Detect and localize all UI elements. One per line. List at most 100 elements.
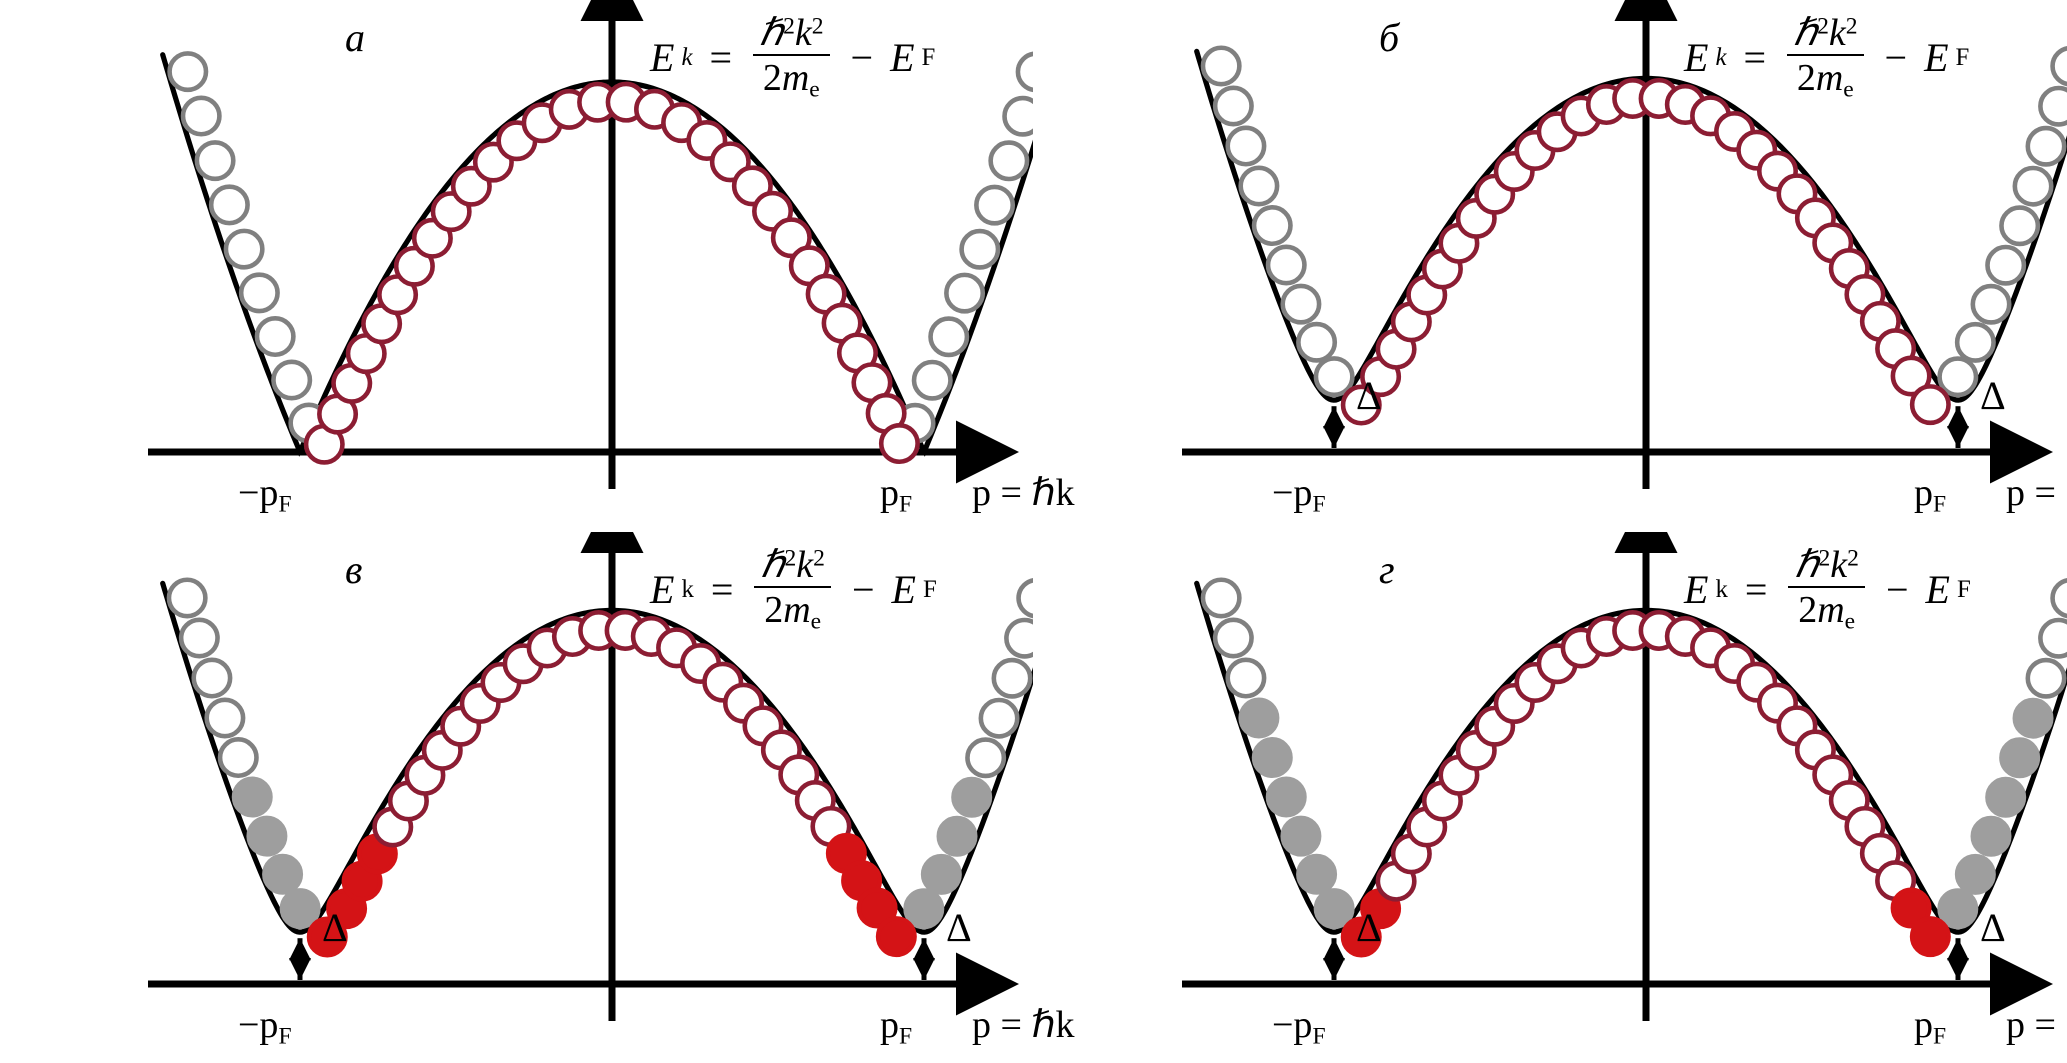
state-circle-open-grey: [194, 140, 236, 182]
gap-arrow-head-down: [1947, 426, 1969, 448]
state-circle-open-grey: [944, 272, 986, 314]
gap-label-left-v: Δ: [322, 905, 348, 950]
state-circle-open-grey: [965, 737, 1007, 779]
state-circle-open-grey: [271, 359, 313, 401]
gap-arrow-head-down: [289, 958, 311, 980]
state-circle-filled-grey: [231, 776, 273, 818]
state-circle-open-grey: [1225, 125, 1267, 167]
state-circle-open-grey: [1212, 85, 1254, 127]
gap-arrow-head-down: [1323, 958, 1345, 980]
state-circle-open-grey: [1985, 244, 2027, 286]
state-circle-open-grey: [1238, 165, 1280, 207]
gap-label-right-v: Δ: [946, 905, 972, 950]
tick-label-minus-pf-g: −pF: [1272, 1004, 1326, 1050]
state-circle-filled-red: [875, 916, 917, 958]
state-circle-filled-grey: [1313, 888, 1355, 930]
gap-label-left-b: Δ: [1356, 373, 1382, 418]
state-circle-open-grey: [1251, 205, 1293, 247]
state-circle-filled-grey: [1954, 853, 1996, 895]
state-circle-filled-grey: [1937, 888, 1979, 930]
state-circle-open-grey: [1015, 51, 1033, 93]
gap-arrows: [1323, 406, 1969, 448]
panel-plot-b: [1182, 0, 2067, 489]
state-circle-open-grey: [1200, 45, 1242, 87]
state-circle-filled-grey: [1280, 815, 1322, 857]
state-circle-filled-red: [1340, 916, 1382, 958]
state-circle-open-grey: [911, 359, 953, 401]
state-circle-open-grey: [1954, 321, 1996, 363]
state-circle-open-grey: [1265, 244, 1307, 286]
gap-arrow-head-down: [1323, 426, 1345, 448]
tick-label-pf-v: pF: [880, 1004, 913, 1050]
panel-letter-a: а: [345, 15, 365, 60]
gap-arrow-head-down: [913, 958, 935, 980]
state-circle-filled-grey: [279, 888, 321, 930]
panel-letter-g: г: [1379, 547, 1395, 592]
state-circle-open-grey: [1002, 95, 1033, 137]
tick-label-minus-pf-a: −pF: [238, 472, 292, 518]
gap-arrow-head-up: [913, 938, 935, 961]
state-circle-open-grey: [1313, 356, 1355, 398]
tick-label-minus-pf-v: −pF: [238, 1004, 292, 1050]
state-circle-open-grey: [1999, 205, 2041, 247]
gap-arrow-head-up: [1947, 406, 1969, 429]
state-circle-open-grey: [1016, 578, 1033, 619]
state-circle-filled-grey: [2012, 697, 2054, 739]
state-circle-open-grey: [1004, 617, 1033, 659]
tick-label-pf-a: pF: [880, 472, 913, 518]
state-circle-filled-grey: [1970, 815, 2012, 857]
gap-arrow-head-down: [1947, 958, 1969, 980]
gap-arrows: [1323, 938, 1969, 980]
gap-arrow-head-up: [1947, 938, 1969, 961]
state-circle-filled-red: [856, 887, 898, 929]
state-circle-open-grey: [1970, 283, 2012, 325]
state-circle-open-grey: [991, 657, 1033, 699]
state-circle-filled-grey: [1238, 697, 1280, 739]
gap-arrow-head-up: [1323, 938, 1345, 961]
state-circles: [167, 51, 1033, 465]
state-circle-open-grey: [167, 51, 209, 93]
panel-letter-v: в: [345, 547, 363, 592]
state-circle-open-grey: [1937, 356, 1979, 398]
state-circle-filled-grey: [920, 853, 962, 895]
x-axis-label-a: p = ℏk: [972, 472, 1075, 514]
state-circle-filled-grey: [1265, 776, 1307, 818]
gap-arrows: [289, 938, 935, 980]
state-circle-filled-red: [1909, 916, 1951, 958]
state-circle-open-grey: [1225, 657, 1267, 699]
state-circle-filled-red: [306, 916, 348, 958]
state-circle-open-grey: [254, 316, 296, 358]
state-circle-filled-grey: [1985, 776, 2027, 818]
panel-plot-g: [1182, 532, 2067, 1021]
state-circle-open-grey: [191, 657, 233, 699]
state-circle-open-grey: [2050, 46, 2067, 87]
gap-label-right-g: Δ: [1980, 905, 2006, 950]
state-circle-filled-grey: [936, 815, 978, 857]
state-circle-open-grey: [2050, 578, 2067, 619]
state-circle-open-grey: [223, 228, 265, 270]
state-circle-open-maroon: [878, 423, 920, 465]
state-circle-open-grey: [178, 617, 220, 659]
gap-label-left-g: Δ: [1356, 905, 1382, 950]
state-circles: [166, 577, 1033, 958]
x-axis-label-g: p = ℏk: [2006, 1004, 2067, 1046]
state-circle-open-grey: [166, 577, 208, 619]
state-circle-filled-grey: [262, 853, 304, 895]
state-circle-open-grey: [928, 316, 970, 358]
state-circle-open-grey: [959, 228, 1001, 270]
state-circle-open-grey: [1200, 577, 1242, 619]
state-circle-filled-grey: [1251, 737, 1293, 779]
state-circle-filled-grey: [1999, 737, 2041, 779]
gap-arrow-head-up: [289, 938, 311, 961]
state-circle-filled-grey: [246, 815, 288, 857]
panel-letter-b: б: [1379, 15, 1400, 60]
state-circle-open-grey: [180, 95, 222, 137]
tick-label-pf-b: pF: [1914, 472, 1947, 518]
state-circle-open-grey: [1296, 321, 1338, 363]
